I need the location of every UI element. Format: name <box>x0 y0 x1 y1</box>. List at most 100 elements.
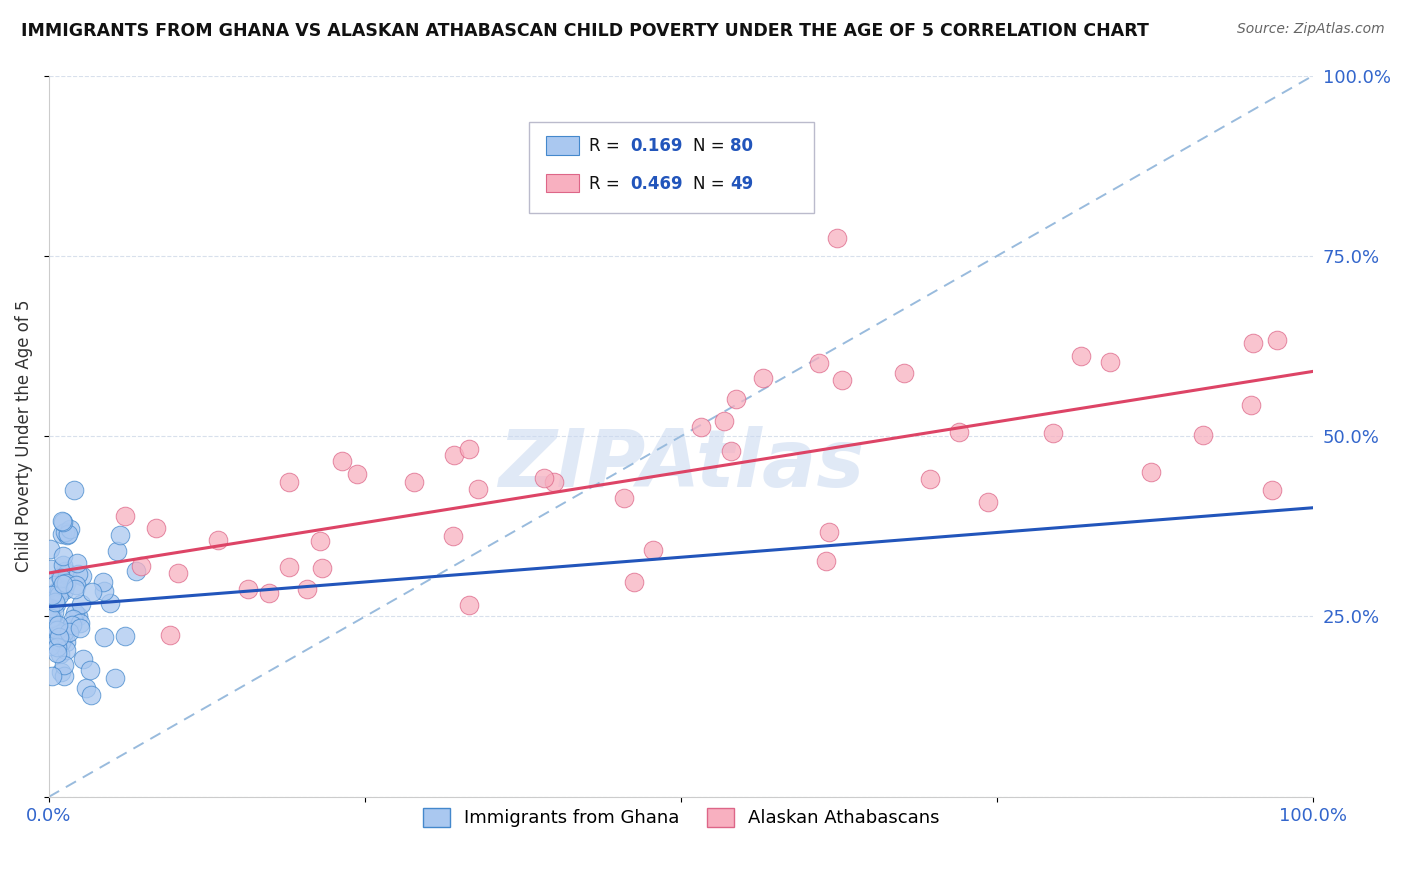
Point <box>63 607 86 621</box>
Point <box>53 525 76 540</box>
Point <box>39 601 62 615</box>
Point <box>39 623 62 637</box>
Text: 49: 49 <box>731 175 754 193</box>
Point <box>45 597 67 611</box>
Point <box>44 578 66 592</box>
Point <box>458 442 481 456</box>
Point <box>53 564 76 578</box>
Text: IMMIGRANTS FROM GHANA VS ALASKAN ATHABASCAN CHILD POVERTY UNDER THE AGE OF 5 COR: IMMIGRANTS FROM GHANA VS ALASKAN ATHABAS… <box>21 22 1149 40</box>
Point <box>623 574 645 589</box>
Point <box>807 356 830 370</box>
Point <box>277 475 299 489</box>
Point <box>295 582 318 597</box>
Point <box>55 643 77 657</box>
Point <box>46 623 69 637</box>
Point <box>39 542 62 557</box>
Legend: Immigrants from Ghana, Alaskan Athabascans: Immigrants from Ghana, Alaskan Athabasca… <box>415 801 946 835</box>
Point <box>257 586 280 600</box>
Point <box>543 475 565 489</box>
Point <box>346 467 368 481</box>
Point <box>1240 398 1263 412</box>
Point <box>1140 465 1163 479</box>
Point <box>66 566 89 581</box>
Point <box>49 665 72 679</box>
Point <box>39 562 62 576</box>
Y-axis label: Child Poverty Under the Age of 5: Child Poverty Under the Age of 5 <box>15 300 32 573</box>
Text: R =: R = <box>589 137 624 155</box>
Point <box>80 688 103 702</box>
Point <box>457 599 479 613</box>
Point <box>80 584 103 599</box>
Point <box>45 583 67 598</box>
Point <box>66 556 89 570</box>
Point <box>41 669 63 683</box>
Point <box>93 631 115 645</box>
Text: 0.169: 0.169 <box>630 137 683 155</box>
Point <box>1265 333 1288 347</box>
Point <box>62 612 84 626</box>
Point <box>60 617 83 632</box>
Point <box>45 588 67 602</box>
Point <box>167 566 190 580</box>
Point <box>613 491 636 505</box>
Point <box>643 542 665 557</box>
Point <box>44 615 66 630</box>
Point <box>49 570 72 584</box>
Text: N =: N = <box>693 137 730 155</box>
Point <box>53 658 76 673</box>
Text: 80: 80 <box>731 137 754 155</box>
Point <box>63 582 86 596</box>
Point <box>48 588 70 602</box>
Point <box>46 646 69 660</box>
Point <box>893 366 915 380</box>
Point <box>825 231 848 245</box>
Point <box>713 414 735 428</box>
Point <box>63 483 86 497</box>
Point <box>46 640 69 655</box>
Point <box>145 521 167 535</box>
Point <box>1070 349 1092 363</box>
Point <box>56 566 79 580</box>
Point <box>1192 428 1215 442</box>
Point <box>41 610 63 624</box>
Point <box>129 558 152 573</box>
Point <box>72 652 94 666</box>
Point <box>125 564 148 578</box>
Point <box>105 544 128 558</box>
Point <box>467 483 489 497</box>
Point <box>52 516 75 530</box>
Point <box>69 597 91 611</box>
Point <box>46 618 69 632</box>
Point <box>98 596 121 610</box>
Point <box>752 371 775 385</box>
Point <box>93 584 115 599</box>
Point <box>104 671 127 685</box>
Text: N =: N = <box>693 175 730 193</box>
Point <box>114 628 136 642</box>
Point <box>330 454 353 468</box>
Point <box>53 625 76 640</box>
Point <box>51 570 73 584</box>
Point <box>69 616 91 631</box>
Text: Source: ZipAtlas.com: Source: ZipAtlas.com <box>1237 22 1385 37</box>
Point <box>918 472 941 486</box>
Point <box>831 373 853 387</box>
Point <box>533 471 555 485</box>
Point <box>948 425 970 439</box>
Point <box>207 533 229 548</box>
Text: 0.469: 0.469 <box>630 175 683 193</box>
Point <box>725 392 748 407</box>
Point <box>815 554 838 568</box>
Point <box>441 529 464 543</box>
Point <box>51 514 73 528</box>
Point <box>39 618 62 632</box>
Point <box>52 632 75 646</box>
Point <box>48 647 70 661</box>
Point <box>1260 483 1282 497</box>
Point <box>42 605 65 619</box>
Point <box>277 559 299 574</box>
Point <box>46 633 69 648</box>
Point <box>720 444 742 458</box>
Point <box>44 623 66 637</box>
Point <box>59 522 82 536</box>
